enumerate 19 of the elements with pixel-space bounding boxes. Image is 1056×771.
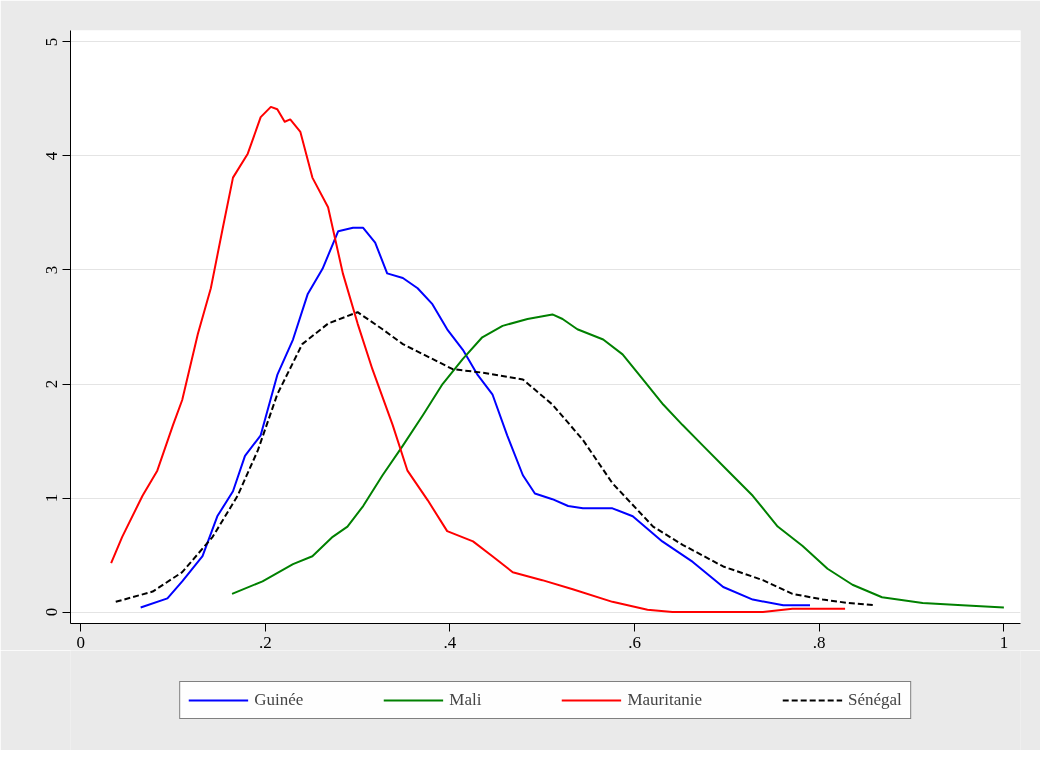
x-tick-label: 0	[76, 632, 85, 652]
y-tick-label: 4	[42, 151, 62, 161]
legend-label: Mauritanie	[627, 690, 702, 710]
x-tick-label: .2	[258, 632, 272, 652]
y-tick-label: 0	[42, 607, 62, 617]
x-tick-label: 1	[999, 632, 1009, 652]
y-tick-label: 2	[42, 379, 62, 389]
y-tick-label: 5	[42, 37, 62, 47]
line-series	[231, 313, 1005, 609]
legend-label: Sénégal	[847, 690, 902, 710]
legend-label: Guinée	[254, 690, 304, 710]
y-tick-label: 1	[42, 493, 62, 503]
line-series	[110, 105, 847, 614]
x-tick-label: .4	[443, 632, 457, 652]
y-tick-label: 3	[42, 265, 62, 275]
line-series	[139, 226, 811, 609]
legend-label: Mali	[449, 690, 482, 710]
x-tick-label: .8	[812, 632, 826, 652]
x-tick-label: .6	[628, 632, 641, 652]
